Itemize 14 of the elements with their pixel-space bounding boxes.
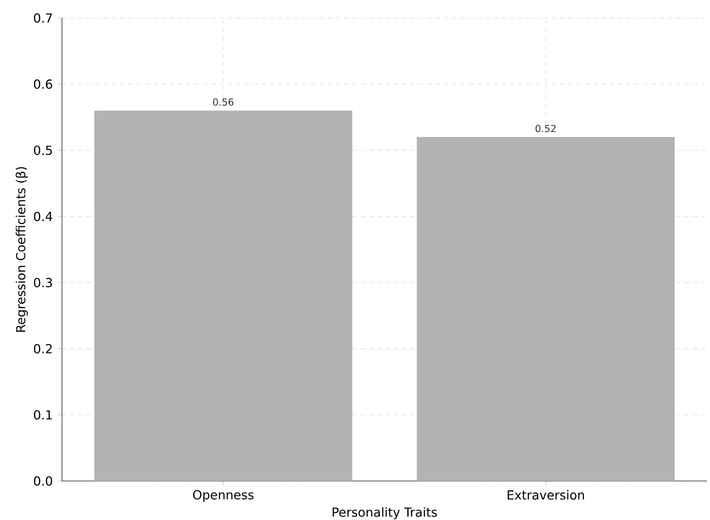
y-tick-label: 0.6	[34, 79, 52, 89]
x-tick-label: Openness	[193, 490, 254, 502]
y-tick-label: 0.7	[34, 13, 52, 23]
y-tick-label: 0.4	[34, 212, 52, 222]
data-label: 0.56	[213, 98, 234, 106]
y-tick-label: 0.0	[34, 476, 52, 486]
data-label: 0.52	[536, 124, 556, 132]
y-axis-title: Regression Coefficients (β)	[16, 167, 28, 332]
x-tick-label: Extraversion	[508, 490, 584, 500]
x-axis-title: Personality Traits	[332, 507, 437, 520]
y-tick-label: 0.5	[34, 146, 52, 155]
y-tick-label: 0.3	[34, 278, 52, 288]
y-tick-label: 0.1	[34, 410, 52, 420]
y-tick-label: 0.2	[34, 344, 52, 354]
